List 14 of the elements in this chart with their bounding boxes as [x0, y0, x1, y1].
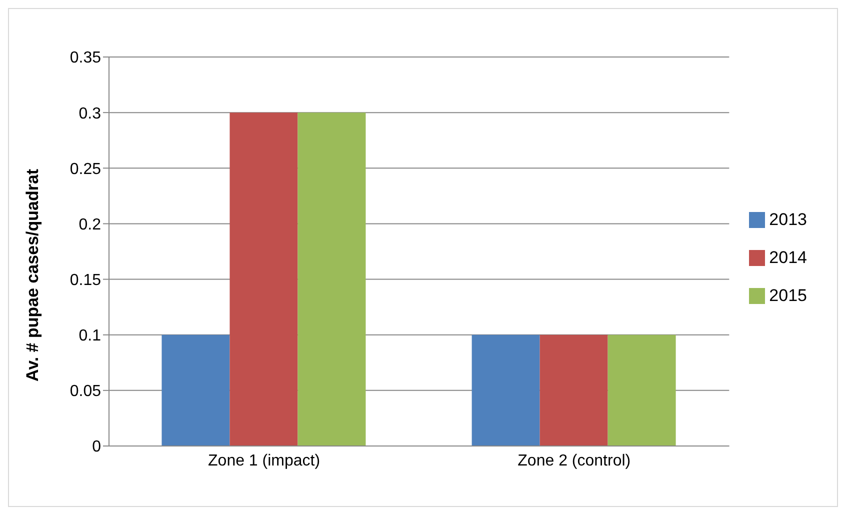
y-axis-title: Av. # pupae cases/quadrat: [23, 168, 42, 382]
y-tick-label: 0.3: [78, 105, 102, 122]
legend-label: 2014: [769, 248, 807, 266]
y-tick-label: 0.05: [70, 383, 102, 400]
y-tick-label: 0.2: [78, 216, 102, 234]
y-tick-label: 0.15: [70, 272, 102, 289]
x-tick-label: Zone 2 (control): [518, 452, 631, 470]
y-tick-label: 0: [92, 438, 102, 456]
y-tick-label: 0.35: [70, 50, 102, 67]
x-tick-label: Zone 1 (impact): [208, 452, 320, 470]
y-tick-label: 0.25: [70, 160, 102, 178]
legend-label: 2015: [769, 286, 807, 304]
legend-label: 2013: [769, 210, 807, 228]
y-tick-label: 0.1: [78, 328, 102, 345]
